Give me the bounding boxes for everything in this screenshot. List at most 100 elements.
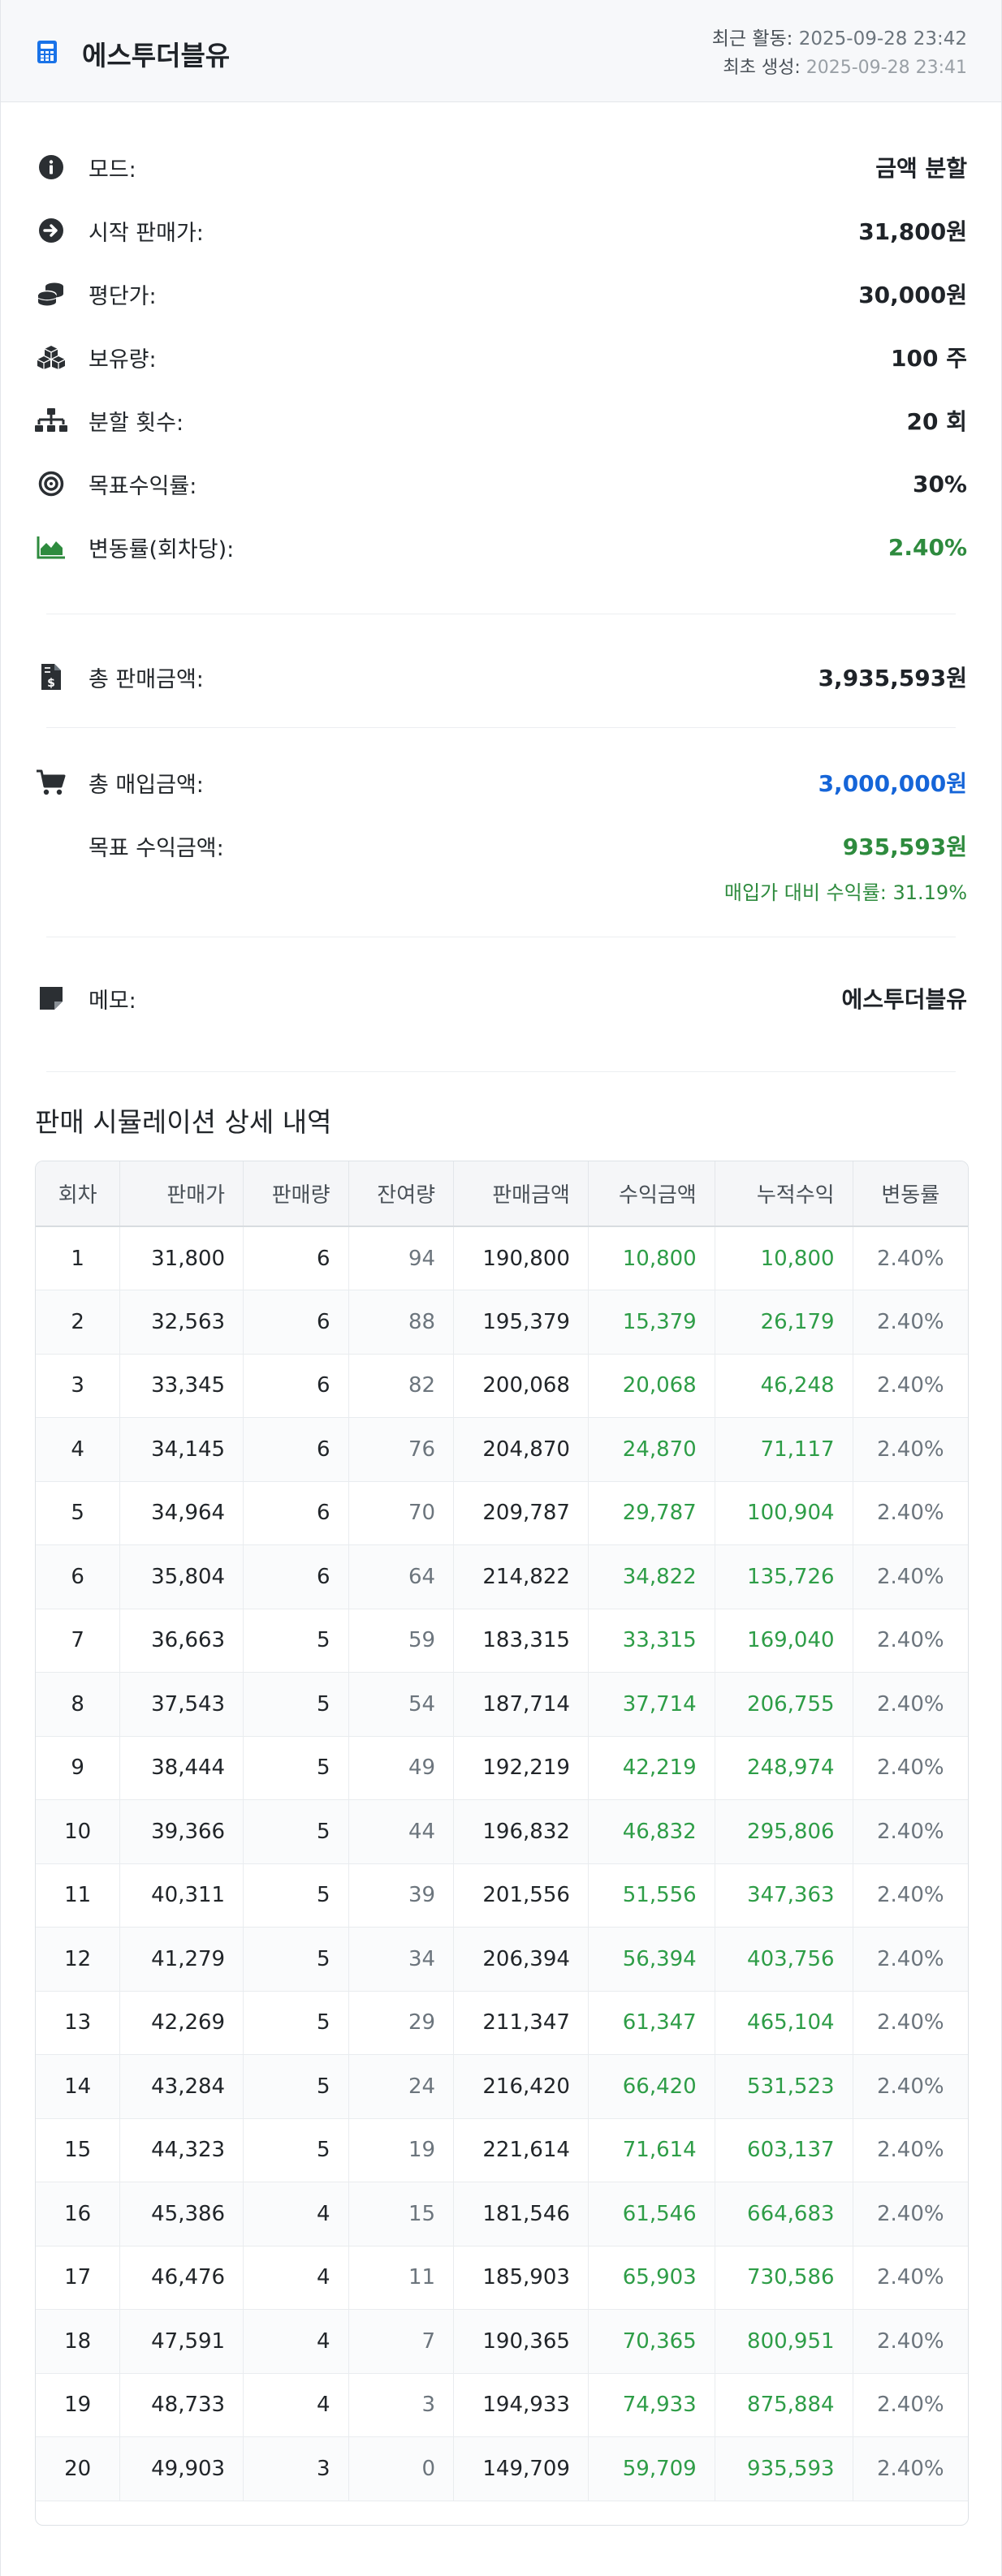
- holding-label: 보유량:: [89, 347, 157, 373]
- target-icon: [35, 467, 67, 500]
- cell-price: 36,663: [119, 1609, 244, 1673]
- holding-value: 100 주: [891, 345, 967, 372]
- cell-remain: 11: [348, 2246, 455, 2310]
- cell-qty: 4: [243, 2246, 349, 2310]
- cell-price: 44,323: [119, 2118, 244, 2182]
- cell-price: 34,145: [119, 1417, 244, 1482]
- cell-remain: 49: [348, 1736, 455, 1800]
- cell-price: 33,345: [119, 1354, 244, 1418]
- cell-qty: 6: [243, 1354, 349, 1418]
- cell-amount: 206,394: [453, 1927, 589, 1992]
- cell-change-rate: 2.40%: [853, 2309, 968, 2374]
- cell-price: 43,284: [119, 2054, 244, 2119]
- cell-round: 1: [36, 1226, 121, 1290]
- svg-text:$: $: [47, 677, 55, 690]
- cell-amount: 209,787: [453, 1481, 589, 1545]
- table-row: 12 41,279 5 34 206,394 56,394 403,756 2.40%: [36, 1927, 968, 1992]
- total-buy-value: 3,000,000원: [818, 770, 967, 797]
- cell-profit: 66,420: [588, 2054, 715, 2119]
- mode-value: 금액 분할: [875, 155, 967, 182]
- cell-remain: 54: [348, 1672, 455, 1737]
- cell-qty: 6: [243, 1544, 349, 1609]
- cell-change-rate: 2.40%: [853, 2182, 968, 2246]
- table-row: 10 39,366 5 44 196,832 46,832 295,806 2.40%: [36, 1799, 968, 1864]
- table-row: 16 45,386 4 15 181,546 61,546 664,683 2.40%: [36, 2182, 968, 2246]
- divider: [46, 1071, 956, 1072]
- cell-cum-profit: 465,104: [715, 1991, 853, 2055]
- cell-round: 20: [36, 2436, 121, 2501]
- table-body: 1 31,800 6 94 190,800 10,800 10,800 2.40% 2 32,56…: [36, 1226, 968, 2501]
- splits-row: 분할 횟수: 20 회: [35, 404, 967, 437]
- cell-cum-profit: 169,040: [715, 1609, 853, 1673]
- cell-change-rate: 2.40%: [853, 1354, 968, 1418]
- cell-price: 40,311: [119, 1863, 244, 1928]
- cell-price: 49,903: [119, 2436, 244, 2501]
- cell-qty: 6: [243, 1417, 349, 1482]
- cell-profit: 42,219: [588, 1736, 715, 1800]
- table-row: 18 47,591 4 7 190,365 70,365 800,951 2.40%: [36, 2309, 968, 2374]
- cell-amount: 194,933: [453, 2373, 589, 2437]
- cell-qty: 5: [243, 2054, 349, 2119]
- cell-cum-profit: 135,726: [715, 1544, 853, 1609]
- cell-remain: 64: [348, 1544, 455, 1609]
- cell-cum-profit: 935,593: [715, 2436, 853, 2501]
- cart-icon: [35, 766, 67, 799]
- table-row: 14 43,284 5 24 216,420 66,420 531,523 2.40%: [36, 2054, 968, 2119]
- cell-profit: 24,870: [588, 1417, 715, 1482]
- cell-qty: 4: [243, 2309, 349, 2374]
- cell-amount: 221,614: [453, 2118, 589, 2182]
- cell-amount: 214,822: [453, 1544, 589, 1609]
- created-value: 2025-09-28 23:41: [805, 58, 967, 78]
- last-activity-label: 최근 활동:: [711, 28, 793, 50]
- cell-round: 7: [36, 1609, 121, 1673]
- cell-price: 39,366: [119, 1799, 244, 1864]
- created-at: 최초 생성: 2025-09-28 23:41: [712, 54, 967, 83]
- cell-change-rate: 2.40%: [853, 2436, 968, 2501]
- cell-change-rate: 2.40%: [853, 1481, 968, 1545]
- total-sale-label: 총 판매금액:: [89, 666, 204, 692]
- cell-qty: 4: [243, 2373, 349, 2437]
- cell-amount: 195,379: [453, 1290, 589, 1355]
- cell-amount: 190,365: [453, 2309, 589, 2374]
- table-row: 20 49,903 3 0 149,709 59,709 935,593 2.40%: [36, 2436, 968, 2501]
- cell-price: 32,563: [119, 1290, 244, 1355]
- cell-cum-profit: 248,974: [715, 1736, 853, 1800]
- cell-cum-profit: 875,884: [715, 2373, 853, 2437]
- cell-cum-profit: 46,248: [715, 1354, 853, 1418]
- table-row: 1 31,800 6 94 190,800 10,800 10,800 2.40%: [36, 1226, 968, 1290]
- cell-amount: 185,903: [453, 2246, 589, 2310]
- simulation-table: 회차 판매가 판매량 잔여량 판매금액 수익금액 누적수익 변동률 1 31,80…: [35, 1161, 969, 2526]
- cell-profit: 29,787: [588, 1481, 715, 1545]
- cell-change-rate: 2.40%: [853, 2246, 968, 2310]
- cell-profit: 71,614: [588, 2118, 715, 2182]
- table-row: 7 36,663 5 59 183,315 33,315 169,040 2.40%: [36, 1609, 968, 1673]
- col-change-rate: 변동률: [853, 1161, 968, 1227]
- info-icon: [35, 151, 67, 183]
- cell-qty: 5: [243, 1863, 349, 1928]
- cell-amount: 149,709: [453, 2436, 589, 2501]
- cell-remain: 70: [348, 1481, 455, 1545]
- spacer: [35, 829, 67, 862]
- created-label: 최초 생성:: [723, 58, 801, 78]
- coins-icon: [35, 278, 67, 310]
- cell-amount: 187,714: [453, 1672, 589, 1737]
- start-price-row: 시작 판매가: 31,800원: [35, 214, 967, 247]
- change-rate-value: 2.40%: [888, 533, 967, 561]
- table-row: 11 40,311 5 39 201,556 51,556 347,363 2.40%: [36, 1863, 968, 1928]
- cell-price: 46,476: [119, 2246, 244, 2310]
- cell-profit: 70,365: [588, 2309, 715, 2374]
- cell-qty: 5: [243, 1672, 349, 1737]
- memo-row: 메모: 에스투더블유: [35, 982, 967, 1014]
- cell-qty: 5: [243, 1991, 349, 2055]
- cell-cum-profit: 71,117: [715, 1417, 853, 1482]
- cell-remain: 29: [348, 1991, 455, 2055]
- avg-price-value: 30,000원: [858, 282, 967, 308]
- cell-remain: 59: [348, 1609, 455, 1673]
- memo-value: 에스투더블유: [841, 986, 967, 1013]
- profit-ratio-text: 매입가 대비 수익률: 31.19%: [723, 881, 967, 904]
- last-activity: 최근 활동: 2025-09-28 23:42: [712, 24, 967, 54]
- cell-round: 9: [36, 1736, 121, 1800]
- cell-change-rate: 2.40%: [853, 2054, 968, 2119]
- cell-amount: 196,832: [453, 1799, 589, 1864]
- total-sale-value: 3,935,593원: [818, 665, 967, 691]
